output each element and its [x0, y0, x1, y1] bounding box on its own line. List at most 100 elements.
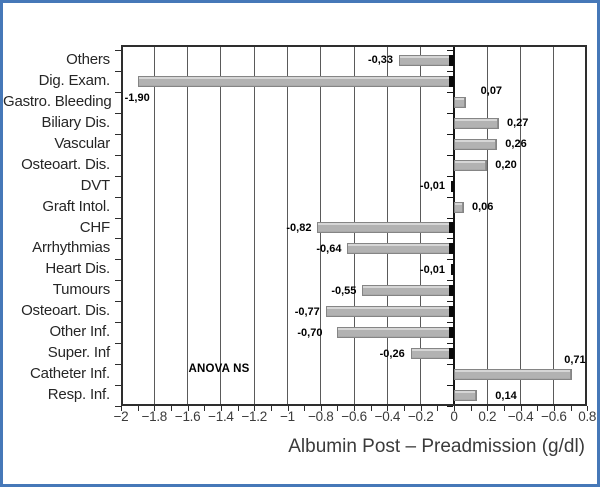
value-label: -0,26 [379, 347, 405, 360]
category-tick [115, 343, 121, 345]
category-tick [115, 259, 121, 261]
bar [362, 285, 454, 297]
category-tick [115, 322, 121, 324]
x-axis-tick [237, 406, 239, 411]
category-label: Resp. Inf. [47, 386, 110, 404]
bar [317, 222, 454, 234]
bar [451, 180, 454, 192]
bar-end-cap [448, 327, 454, 339]
x-axis-tick [537, 406, 539, 411]
zero-axis-tick [447, 301, 453, 303]
x-axis-tick [304, 406, 306, 411]
zero-axis-tick [447, 196, 453, 198]
zero-axis-tick [447, 238, 453, 240]
value-label: 0,20 [495, 159, 517, 172]
anova-annotation: ANOVA NS [188, 363, 250, 375]
category-tick [115, 301, 121, 303]
bar [454, 96, 466, 108]
value-label: 0,06 [471, 201, 494, 214]
category-tick [115, 133, 121, 135]
x-tick-label: −1.2 [241, 409, 267, 424]
x-tick-label: −1 [280, 409, 295, 424]
category-label: Dig. Exam. [38, 71, 111, 89]
category-tick [115, 154, 121, 156]
x-axis-tick [487, 406, 489, 411]
value-label: 0,14 [495, 389, 517, 402]
zero-axis-tick [447, 91, 453, 93]
value-label: 0,27 [506, 117, 529, 130]
category-tick [115, 91, 121, 93]
x-tick-label: −0.4 [374, 409, 401, 424]
bar-end-cap [448, 306, 454, 318]
value-label: 0,26 [505, 138, 527, 151]
bar [454, 201, 464, 213]
category-label: Osteoart. Dis. [21, 302, 110, 320]
x-tick-label: −1.4 [208, 409, 234, 424]
x-axis-tick [354, 406, 356, 411]
value-label: 0,71 [564, 353, 586, 366]
zero-axis-tick [447, 385, 453, 387]
category-tick [115, 217, 121, 219]
x-axis-tick [121, 406, 122, 411]
x-axis-tick [520, 406, 522, 411]
category-label: CHF [79, 218, 110, 236]
zero-axis-tick [447, 364, 453, 366]
x-axis-tick [370, 406, 372, 411]
gridline [253, 45, 255, 406]
bar [454, 390, 478, 401]
x-axis-tick [137, 406, 139, 411]
category-label: Biliary Dis. [41, 113, 111, 131]
category-tick [115, 50, 121, 51]
x-axis-tick [470, 406, 472, 411]
category-label: Graft Intol. [42, 197, 110, 215]
category-label: Vascular [54, 134, 110, 152]
category-label: Super. Inf [47, 344, 110, 362]
x-axis-tick [337, 406, 339, 411]
value-label: 0,07 [480, 85, 503, 98]
x-axis-tick [503, 406, 505, 411]
x-axis-tick [404, 406, 406, 411]
category-tick [115, 364, 121, 366]
gridline [220, 45, 222, 406]
bar [410, 348, 454, 360]
x-tick-label: −1.6 [174, 409, 201, 424]
category-tick [115, 238, 121, 240]
category-tick [115, 385, 121, 387]
bar [337, 327, 454, 339]
category-tick [115, 175, 121, 177]
x-axis-tick [553, 406, 555, 411]
bar [454, 369, 573, 381]
bar-end-cap [451, 180, 454, 192]
bar-end-cap [448, 285, 454, 297]
x-tick-label: −1.8 [141, 409, 168, 424]
x-tick-label: −0.8 [308, 409, 334, 424]
category-label: Catheter Inf. [30, 365, 110, 383]
x-axis-tick [320, 406, 322, 411]
zero-axis-tick [447, 112, 453, 114]
x-tick-label: −0.6 [541, 409, 567, 424]
gridline [486, 45, 488, 406]
x-axis-tick [254, 406, 256, 411]
x-axis-tick [270, 406, 272, 411]
bar [137, 75, 454, 87]
x-tick-label: 0 [450, 409, 458, 424]
gridline [153, 45, 155, 406]
value-label: -1,90 [124, 92, 150, 105]
value-label: -0,70 [297, 326, 323, 339]
x-axis-title: Albumin Post – Preadmission (g/dl) [288, 436, 585, 457]
plot-area: -0,33 -1,90 0,07 0,27 0,26 0,20 -0,01 0,06 -0,82… [115, 45, 589, 411]
value-label: -0,77 [294, 305, 320, 318]
gridline [187, 45, 189, 406]
category-label: Osteoart. Dis. [21, 155, 110, 173]
x-axis-tick [587, 406, 589, 411]
value-label: -0,33 [367, 54, 394, 67]
bar [325, 306, 454, 318]
x-tick-label: −0.2 [407, 409, 434, 424]
zero-axis-tick [447, 343, 453, 345]
bar [454, 159, 488, 171]
category-label: Gastro. Bleeding [3, 92, 112, 110]
category-label: Others [66, 51, 110, 68]
bar [454, 138, 498, 150]
bar-end-cap [448, 348, 454, 360]
x-axis-tick [287, 406, 289, 411]
